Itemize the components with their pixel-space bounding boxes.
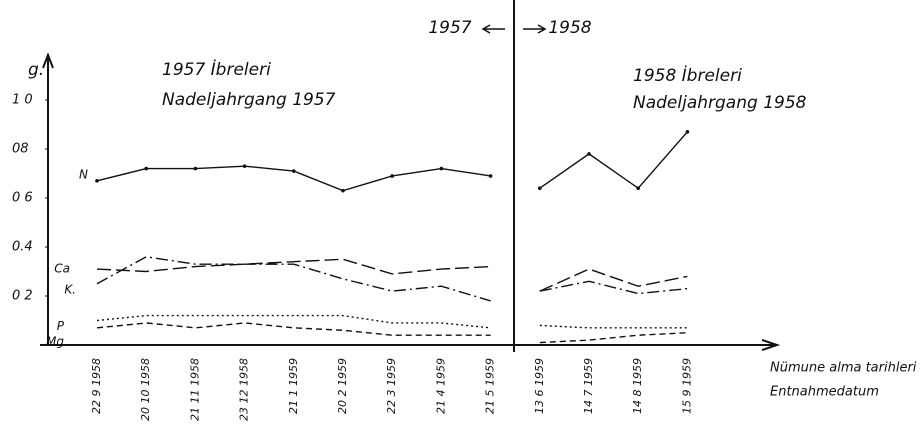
point [390, 174, 395, 178]
period-title: 1957 İbreleri [162, 59, 271, 80]
x-tick-label: 21 5 1959 [484, 358, 497, 414]
series-label: N [79, 167, 88, 181]
series-line [96, 322, 491, 336]
series-line [539, 332, 688, 344]
y-tick-label: 0.4 [12, 240, 33, 255]
series-line [539, 324, 688, 329]
point [636, 186, 640, 190]
y-tick-label: 1 0 [12, 93, 33, 108]
point [538, 186, 542, 190]
point [95, 179, 99, 183]
x-tick-label: 15 9 1959 [680, 358, 693, 414]
point [193, 166, 198, 171]
x-axis [40, 339, 781, 351]
x-tick-label: 14 7 1959 [582, 358, 595, 414]
series-line [96, 258, 491, 275]
x-tick-label: 21 11 1958 [188, 358, 201, 421]
series-label: K. [64, 282, 76, 296]
series-line [96, 256, 491, 302]
series-label: Mg [46, 334, 64, 348]
point [488, 174, 493, 178]
x-tick-label: 20 10 1958 [139, 358, 152, 421]
period-label: 1957 [428, 18, 471, 38]
point [341, 188, 345, 193]
x-tick-label: 21 4 1959 [434, 358, 447, 414]
x-axis-label: Entnahmedatum [770, 385, 879, 400]
point [439, 166, 444, 171]
period-subtitle: Nadeljahrgang 1957 [162, 90, 336, 110]
x-tick-label: 22 3 1959 [385, 358, 398, 414]
series-label: P [57, 319, 65, 333]
y-axis [42, 52, 54, 345]
x-tick-label: 21 1 1959 [287, 358, 300, 414]
x-tick-label: 20 2 1959 [336, 358, 349, 414]
point [292, 169, 296, 173]
x-tick-label: 22 9 1958 [90, 358, 103, 414]
series-line [539, 268, 688, 292]
x-tick-label: 13 6 1959 [533, 358, 546, 414]
y-tick-label: 0 6 [12, 191, 33, 206]
x-tick-label: 23 12 1958 [238, 358, 251, 421]
y-axis-label: g. [28, 60, 44, 80]
period-label: 1958 [548, 18, 591, 38]
point [242, 164, 247, 168]
series-line [539, 280, 688, 295]
series-label: Ca [54, 262, 70, 276]
point [587, 152, 591, 156]
series-line [539, 131, 688, 190]
y-tick-label: 08 [12, 142, 29, 157]
point [685, 130, 690, 134]
x-tick-label: 14 8 1959 [631, 358, 644, 414]
x-axis-label: Nümune alma tarihleri [770, 361, 917, 376]
period-subtitle: Nadeljahrgang 1958 [633, 93, 807, 113]
period-arrows [481, 24, 547, 34]
period-title: 1958 İbreleri [633, 65, 742, 86]
y-tick-label: 0 2 [12, 289, 33, 304]
series-line [96, 314, 491, 329]
point [144, 166, 148, 171]
